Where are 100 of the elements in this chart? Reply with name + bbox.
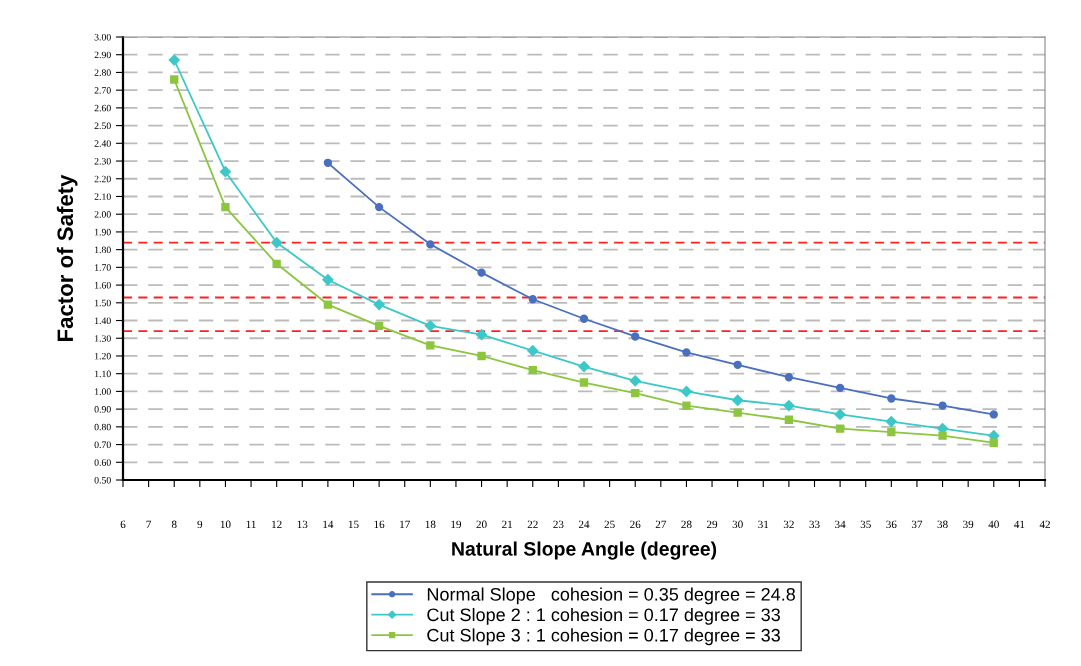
point xyxy=(374,202,384,212)
x-tick-label: 15 xyxy=(348,520,359,529)
point xyxy=(885,415,897,428)
x-tick-label: 29 xyxy=(706,520,718,529)
point xyxy=(170,75,179,84)
x-tick-label: 41 xyxy=(1014,520,1025,528)
x-tick-label: 35 xyxy=(860,520,871,529)
point xyxy=(373,298,385,311)
y-tick-label: 1.00 xyxy=(95,388,111,395)
y-tick-label: 1.30 xyxy=(95,335,111,342)
point xyxy=(835,383,845,393)
y-tick-label: 0.70 xyxy=(94,441,111,449)
x-tick-label: 18 xyxy=(425,520,436,529)
y-tick-label: 1.10 xyxy=(95,370,111,378)
x-tick-label: 42 xyxy=(1039,520,1050,528)
y-tick-label: 0.60 xyxy=(94,459,111,466)
point xyxy=(733,360,742,369)
point xyxy=(733,408,742,417)
point xyxy=(680,385,693,398)
point xyxy=(528,365,537,375)
point xyxy=(322,274,334,286)
x-tick-label: 11 xyxy=(246,520,256,528)
point xyxy=(629,375,641,387)
point xyxy=(475,329,488,341)
x-tick-label: 19 xyxy=(451,520,462,529)
x-tick-label: 8 xyxy=(171,520,177,529)
legend-label: Normal Slope cohesion = 0.35 degree = 24.8 xyxy=(427,587,795,605)
point xyxy=(271,236,283,249)
y-tick-label: 1.40 xyxy=(95,317,111,325)
x-tick-label: 40 xyxy=(988,520,999,529)
point xyxy=(323,158,333,167)
x-tick-label: 13 xyxy=(297,520,308,529)
y-tick-label: 2.10 xyxy=(94,193,111,200)
y-tick-label: 0.90 xyxy=(94,406,111,413)
x-tick-label: 38 xyxy=(937,520,948,529)
y-tick-label: 0.50 xyxy=(94,476,111,484)
y-tick-label: 1.60 xyxy=(95,281,111,289)
y-tick-label: 1.50 xyxy=(95,299,111,307)
y-tick-label: 1.80 xyxy=(95,246,111,254)
x-tick-label: 17 xyxy=(400,520,410,528)
x-tick-label: 16 xyxy=(374,520,385,529)
x-tick-label: 28 xyxy=(681,520,692,529)
legend-label: Cut Slope 3 : 1 cohesion = 0.17 degree = 33 xyxy=(427,628,780,646)
y-tick-label: 2.30 xyxy=(94,157,111,165)
point xyxy=(527,345,539,357)
x-tick-label: 10 xyxy=(220,520,231,529)
point xyxy=(835,424,845,433)
y-tick-label: 2.40 xyxy=(94,140,111,147)
x-tick-label: 20 xyxy=(476,520,487,529)
x-tick-label: 6 xyxy=(120,520,126,529)
point xyxy=(834,408,846,421)
x-tick-label: 26 xyxy=(630,520,641,529)
point xyxy=(783,399,795,412)
x-tick-label: 32 xyxy=(783,520,794,529)
x-tick-label: 30 xyxy=(732,520,743,529)
x-tick-label: 14 xyxy=(323,520,334,528)
x-tick-label: 37 xyxy=(911,520,923,529)
point xyxy=(989,410,998,419)
point xyxy=(477,351,486,361)
point xyxy=(631,389,640,398)
y-tick-label: 2.90 xyxy=(94,51,111,59)
point xyxy=(374,321,384,331)
y-tick-label: 2.50 xyxy=(94,122,111,130)
point xyxy=(477,268,486,277)
point xyxy=(219,166,232,178)
point xyxy=(784,415,794,424)
y-tick-label: 1.90 xyxy=(95,228,111,236)
x-tick-label: 31 xyxy=(758,520,769,529)
point xyxy=(579,378,589,387)
point xyxy=(784,373,794,382)
point xyxy=(426,240,435,249)
y-axis-title: Factor of Safety xyxy=(56,174,78,341)
y-tick-label: 0.80 xyxy=(94,423,111,431)
x-tick-label: 24 xyxy=(578,520,590,528)
y-tick-label: 1.70 xyxy=(95,264,111,271)
x-tick-label: 12 xyxy=(272,520,282,528)
x-tick-label: 36 xyxy=(886,520,897,529)
y-tick-label: 2.70 xyxy=(94,87,111,94)
point xyxy=(168,54,180,66)
x-tick-label: 23 xyxy=(553,520,564,529)
point xyxy=(579,314,589,323)
point xyxy=(682,401,691,410)
x-tick-label: 34 xyxy=(835,520,846,529)
y-tick-label: 2.80 xyxy=(94,69,111,76)
point xyxy=(578,360,590,373)
x-axis-title: Natural Slope Angle (degree) xyxy=(452,541,717,560)
x-tick-label: 39 xyxy=(963,520,974,529)
point xyxy=(424,320,436,332)
point xyxy=(938,431,947,440)
x-tick-label: 7 xyxy=(146,520,152,528)
point xyxy=(938,401,947,410)
point xyxy=(323,300,333,309)
point xyxy=(989,438,998,447)
y-tick-label: 2.20 xyxy=(94,175,111,183)
point xyxy=(221,202,230,212)
x-tick-label: 25 xyxy=(604,520,615,529)
x-tick-label: 27 xyxy=(655,520,667,528)
x-tick-label: 22 xyxy=(527,520,538,528)
point xyxy=(528,295,537,304)
legend-label: Cut Slope 2 : 1 cohesion = 0.17 degree = 33 xyxy=(427,607,780,625)
